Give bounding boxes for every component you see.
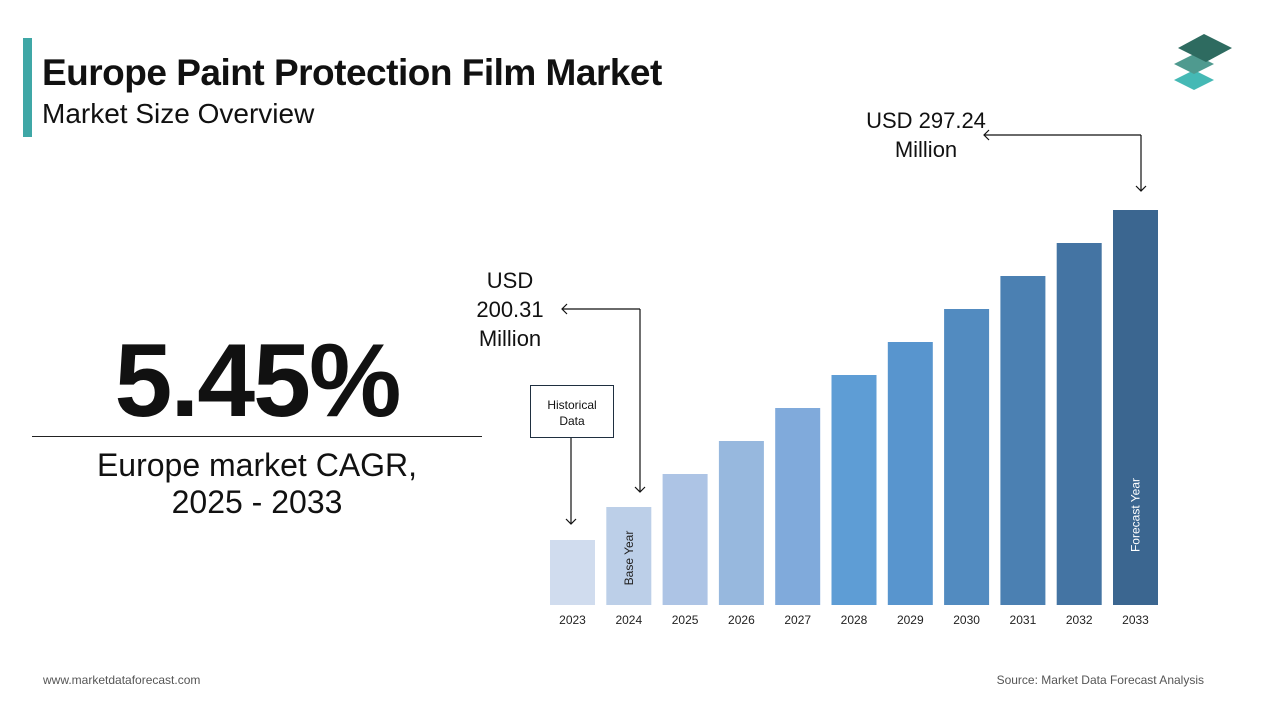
bar-2027 xyxy=(775,408,821,605)
bar-2028 xyxy=(831,375,877,605)
x-tick-label: 2026 xyxy=(728,613,755,627)
x-tick-label: 2032 xyxy=(1066,613,1093,627)
divider xyxy=(32,436,482,437)
bar-2024 xyxy=(606,507,652,605)
start-annotation-line3: Million xyxy=(478,326,542,351)
bar-2033 xyxy=(1113,210,1158,605)
x-tick-label: 2033 xyxy=(1122,613,1149,627)
bar-2023 xyxy=(550,540,595,605)
historical-line2: Data xyxy=(559,414,585,428)
x-tick-label: 2025 xyxy=(672,613,699,627)
end-annotation-line1: USD 297.24 xyxy=(866,108,986,133)
page-title: Europe Paint Protection Film Market xyxy=(42,52,662,93)
end-annotation-line2: Million xyxy=(894,137,958,162)
bar-2025 xyxy=(662,474,708,605)
source-note: Source: Market Data Forecast Analysis xyxy=(996,673,1204,687)
start-annotation-line2: 200.31 xyxy=(476,297,544,322)
title-accent-bar xyxy=(23,38,32,137)
cagr-label: Europe market CAGR, 2025 - 2033 xyxy=(32,447,482,521)
historical-data-box: Historical Data xyxy=(530,385,614,438)
x-tick-label: 2027 xyxy=(784,613,811,627)
bar-2030 xyxy=(944,309,990,605)
bar-2031 xyxy=(1000,276,1046,605)
bar-2032 xyxy=(1056,243,1102,605)
annotation-arrows xyxy=(561,129,1147,525)
bar-label-2033: Forecast Year xyxy=(1129,478,1143,552)
x-tick-label: 2023 xyxy=(559,613,586,627)
cagr-label-line1: Europe market CAGR, xyxy=(96,447,418,483)
x-tick-label: 2024 xyxy=(615,613,642,627)
x-tick-label: 2028 xyxy=(841,613,868,627)
stacked-layers-logo-icon xyxy=(1174,34,1232,90)
bar-2026 xyxy=(718,441,764,605)
cagr-label-line2: 2025 - 2033 xyxy=(171,484,343,520)
start-value-annotation: USD 200.31 Million xyxy=(465,266,555,353)
x-tick-label: 2029 xyxy=(897,613,924,627)
start-annotation-line1: USD xyxy=(486,268,534,293)
page-subtitle: Market Size Overview xyxy=(42,98,315,129)
bar-label-2024: Base Year xyxy=(622,531,636,586)
website-link[interactable]: www.marketdataforecast.com xyxy=(43,673,201,687)
cagr-value: 5.45% xyxy=(114,323,402,439)
end-value-annotation: USD 297.24 Million xyxy=(856,106,996,164)
x-tick-label: 2031 xyxy=(1010,613,1037,627)
x-tick-label: 2030 xyxy=(953,613,980,627)
historical-line1: Historical xyxy=(547,398,597,412)
bar-2029 xyxy=(887,342,933,605)
